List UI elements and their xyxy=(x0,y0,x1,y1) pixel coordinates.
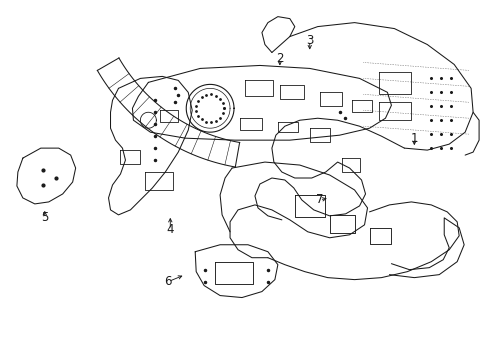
Text: 7: 7 xyxy=(315,193,323,206)
Text: 1: 1 xyxy=(410,132,417,145)
Text: 3: 3 xyxy=(305,34,313,47)
Text: 4: 4 xyxy=(166,223,174,236)
Text: 6: 6 xyxy=(164,275,172,288)
Text: 2: 2 xyxy=(276,52,283,65)
Text: 5: 5 xyxy=(41,211,48,224)
